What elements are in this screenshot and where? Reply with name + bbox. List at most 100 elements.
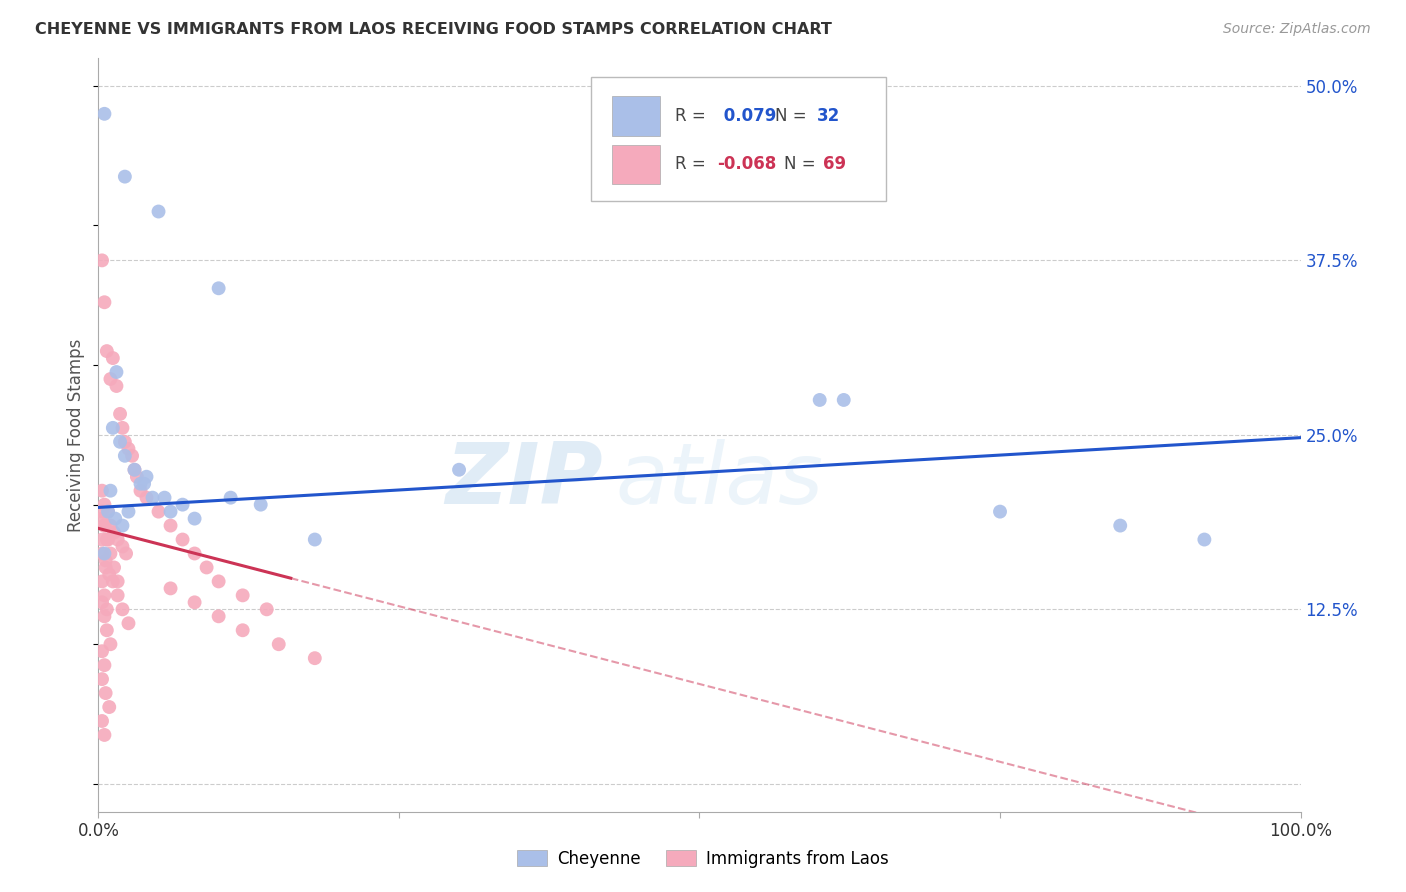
Point (103, 560, 125, 574)
Point (249, 498, 271, 512)
Text: R =: R = (675, 107, 706, 125)
Point (108, 407, 131, 421)
Point (91, 511, 114, 525)
Point (97, 533, 120, 547)
Point (91, 483, 114, 498)
Point (256, 602, 278, 616)
Point (91, 533, 114, 547)
Point (108, 434, 131, 449)
Legend: Cheyenne, Immigrants from Laos: Cheyenne, Immigrants from Laos (510, 844, 896, 875)
Point (93, 547, 115, 561)
Point (111, 518, 134, 533)
Point (135, 469, 157, 483)
Point (208, 574, 231, 589)
Point (232, 588, 254, 602)
Point (101, 421, 124, 435)
Y-axis label: Receiving Food Stamps: Receiving Food Stamps (67, 338, 86, 532)
Point (93, 728, 115, 742)
Point (148, 204, 170, 219)
Point (91, 505, 114, 519)
Point (98, 567, 121, 582)
Point (107, 588, 129, 602)
Point (135, 491, 157, 505)
Point (183, 511, 205, 525)
Point (141, 491, 163, 505)
Point (93, 518, 115, 533)
Point (183, 547, 205, 561)
Point (105, 365, 128, 379)
Text: 69: 69 (824, 155, 846, 173)
Point (100, 483, 122, 498)
Point (104, 511, 127, 525)
Point (91, 595, 114, 609)
Point (93, 295, 115, 310)
Point (172, 533, 194, 547)
Bar (612, 96, 659, 136)
Text: R =: R = (675, 155, 706, 173)
Point (101, 351, 124, 365)
Point (129, 483, 152, 498)
Point (97, 505, 120, 519)
Point (114, 434, 136, 449)
Point (97, 505, 120, 519)
Point (93, 498, 115, 512)
Point (219, 491, 242, 505)
Point (124, 463, 146, 477)
Point (1194, 533, 1216, 547)
Point (121, 449, 143, 463)
FancyBboxPatch shape (592, 77, 886, 202)
Point (93, 609, 115, 624)
Point (96, 344, 118, 359)
Point (93, 107, 115, 121)
Point (93, 588, 115, 602)
Text: 32: 32 (817, 107, 841, 125)
Point (100, 518, 122, 533)
Point (100, 547, 122, 561)
Point (304, 533, 326, 547)
Point (93, 658, 115, 673)
Point (159, 505, 181, 519)
Text: N =: N = (783, 155, 815, 173)
Point (208, 281, 231, 295)
Point (96, 624, 118, 638)
Point (94, 553, 117, 567)
Point (114, 169, 136, 184)
Point (100, 372, 122, 386)
Point (98, 700, 121, 714)
Point (111, 421, 134, 435)
Point (91, 714, 114, 728)
Point (117, 442, 139, 456)
Point (808, 392, 831, 407)
Point (94, 560, 117, 574)
Bar (612, 145, 659, 184)
Point (105, 379, 128, 393)
Point (267, 637, 290, 651)
Point (172, 498, 194, 512)
Point (148, 505, 170, 519)
Text: N =: N = (775, 107, 807, 125)
Point (129, 476, 152, 491)
Point (91, 574, 114, 589)
Text: ZIP: ZIP (446, 439, 603, 522)
Point (111, 602, 134, 616)
Point (153, 491, 176, 505)
Text: 0.079: 0.079 (717, 107, 776, 125)
Point (91, 644, 114, 658)
Point (101, 574, 124, 589)
Point (100, 637, 122, 651)
Point (124, 463, 146, 477)
Point (107, 574, 129, 589)
Point (232, 624, 254, 638)
Point (304, 651, 326, 665)
Point (115, 547, 138, 561)
Point (111, 540, 134, 554)
Point (94, 686, 117, 700)
Point (1109, 518, 1132, 533)
Point (832, 392, 855, 407)
Point (125, 469, 148, 483)
Text: CHEYENNE VS IMMIGRANTS FROM LAOS RECEIVING FOOD STAMPS CORRELATION CHART: CHEYENNE VS IMMIGRANTS FROM LAOS RECEIVI… (35, 22, 832, 37)
Point (96, 533, 118, 547)
Point (93, 518, 115, 533)
Point (117, 616, 139, 631)
Point (208, 609, 231, 624)
